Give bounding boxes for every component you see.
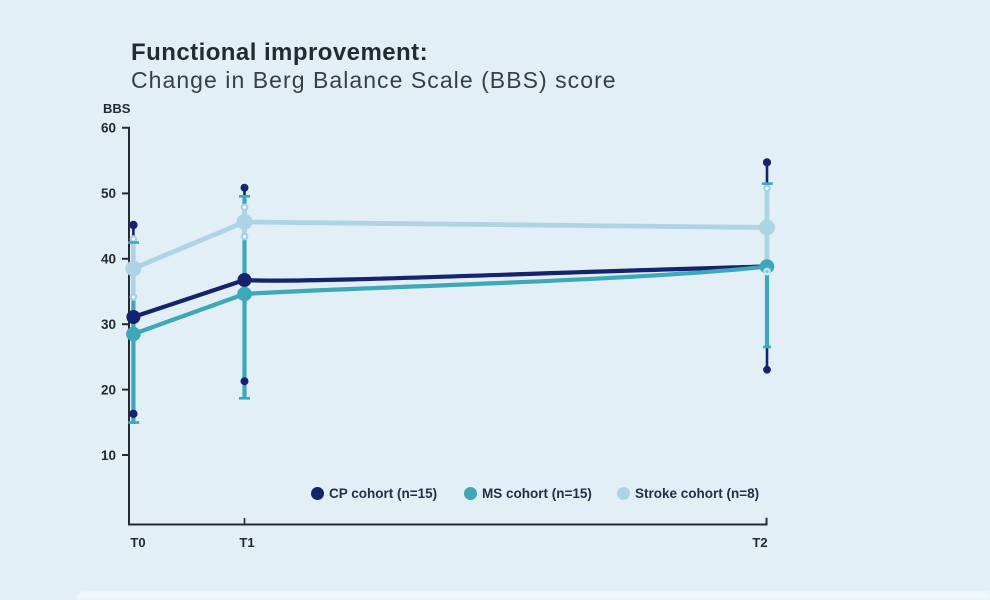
svg-text:50: 50 (101, 186, 116, 201)
svg-text:10: 10 (101, 448, 116, 463)
svg-text:40: 40 (101, 252, 116, 267)
svg-text:20: 20 (101, 383, 116, 398)
svg-text:60: 60 (101, 121, 116, 136)
svg-text:30: 30 (101, 317, 116, 332)
svg-text:T2: T2 (752, 535, 767, 550)
svg-text:T0: T0 (130, 535, 145, 550)
svg-text:T1: T1 (239, 535, 254, 550)
